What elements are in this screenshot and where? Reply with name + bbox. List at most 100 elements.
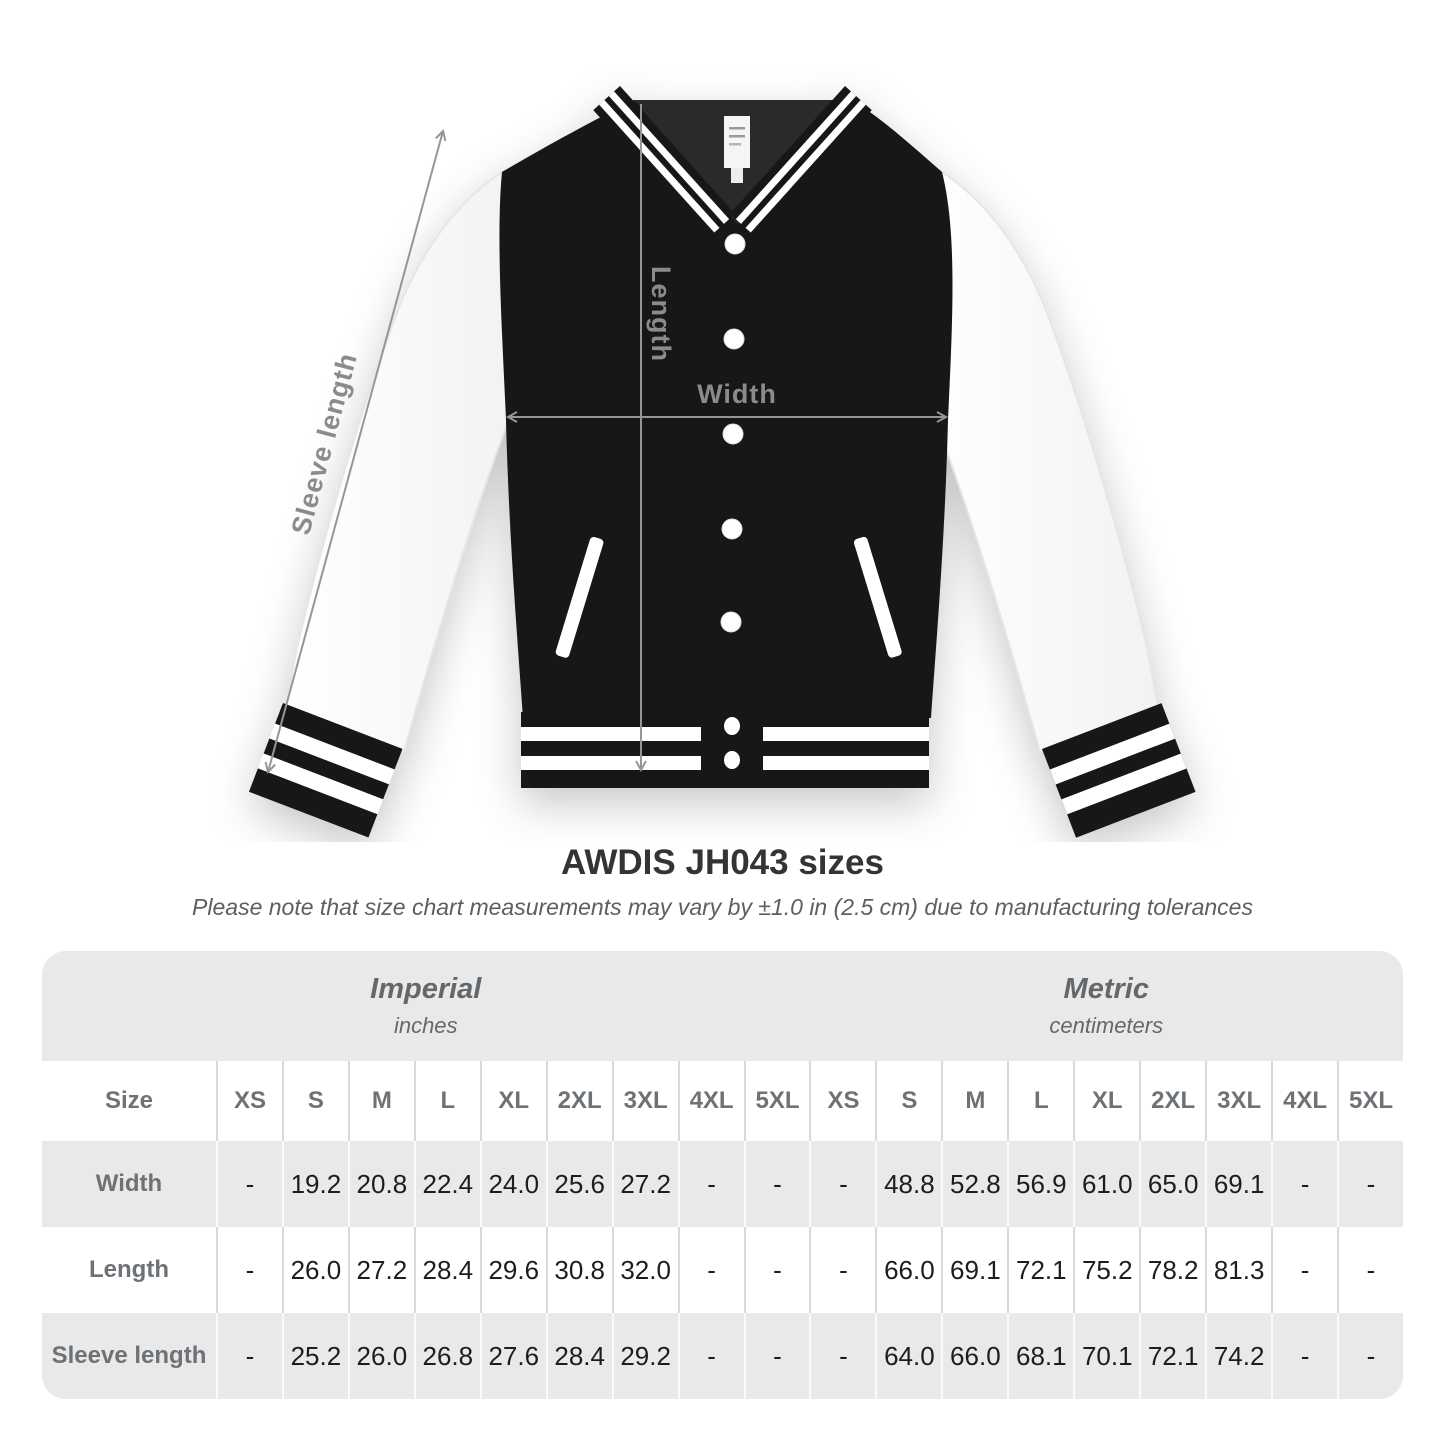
button [722,423,744,445]
size-value: 27.6 [479,1313,546,1399]
size-value: 70.1 [1073,1313,1139,1399]
size-value: - [677,1313,744,1399]
size-value: - [743,1227,810,1313]
row-label: Length [89,1256,169,1283]
size-value: 66.0 [875,1227,941,1313]
size-value: 25.6 [545,1141,612,1227]
size-value: - [1337,1227,1403,1313]
jacket-diagram: Sleeve length Length Width [248,85,1196,838]
size-value: 48.8 [875,1141,941,1227]
metric-section-header: Metric centimeters [810,951,1404,1061]
size-col-header: 3XL [1205,1061,1271,1141]
size-table: Imperial inches Metric centimeters Size … [42,951,1403,1399]
size-header: Size [104,1087,154,1114]
size-value: - [216,1313,282,1399]
unit-header-band: Imperial inches Metric centimeters [42,951,1403,1061]
right-cuff [1042,703,1196,838]
imperial-unit: inches [393,1013,458,1038]
size-col-header: 3XL [611,1061,678,1141]
size-col-header: L [1007,1061,1073,1141]
size-value: 25.2 [281,1313,348,1399]
size-col-header: 4XL [677,1061,744,1141]
size-value: 26.8 [413,1313,480,1399]
imperial-section-header: Imperial inches [42,951,810,1061]
size-col-header: L [413,1061,480,1141]
length-label: Length [646,266,676,362]
size-col-header: S [875,1061,941,1141]
size-value: 28.4 [413,1227,480,1313]
care-label [724,116,750,183]
collar [593,85,872,238]
row-label: Sleeve length [51,1342,207,1369]
metric-unit: centimeters [1049,1013,1164,1038]
size-value: 27.2 [347,1227,414,1313]
size-col-header: XS [216,1061,282,1141]
size-value: 69.1 [1205,1141,1271,1227]
hem-button [724,751,740,769]
size-value: - [677,1141,744,1227]
size-value: 30.8 [545,1227,612,1313]
size-value: 66.0 [941,1313,1007,1399]
size-value: 74.2 [1205,1313,1271,1399]
jacket [248,85,1196,838]
size-value: 26.0 [347,1313,414,1399]
size-value: 72.1 [1007,1227,1073,1313]
button [721,518,743,540]
size-value: 19.2 [281,1141,348,1227]
button [720,611,742,633]
size-value: 22.4 [413,1141,480,1227]
width-label: Width [697,379,777,409]
page-title: AWDIS JH043 sizes [561,843,884,882]
size-value: - [216,1141,282,1227]
metric-label: Metric [1063,973,1149,1005]
row-label: Width [95,1170,163,1197]
size-col-header: 5XL [743,1061,810,1141]
jacket-body [499,100,953,718]
front-buttons [720,233,746,633]
size-value: 81.3 [1205,1227,1271,1313]
size-value: - [677,1227,744,1313]
size-value: - [809,1313,875,1399]
sleeve-length-row: Sleeve length - 25.2 26.0 26.8 27.6 28.4… [42,1313,1403,1399]
size-value: 61.0 [1073,1141,1139,1227]
hem-button [724,717,740,735]
left-pocket [555,536,604,658]
right-pocket [853,536,902,658]
size-col-header: 4XL [1271,1061,1337,1141]
page-subtitle: Please note that size chart measurements… [192,894,1253,920]
button [724,233,746,255]
size-value: - [809,1227,875,1313]
size-value: - [1271,1227,1337,1313]
size-value: 29.2 [611,1313,678,1399]
size-value: 27.2 [611,1141,678,1227]
jacket-illustration: Sleeve length Length Width [248,85,1196,838]
size-value: 78.2 [1139,1227,1205,1313]
size-header-row: Size XS S M L XL 2XL 3XL 4XL 5XL XS S M … [42,1061,1403,1141]
size-col-header: XS [809,1061,875,1141]
size-col-header: 5XL [1337,1061,1403,1141]
size-col-header: M [347,1061,414,1141]
size-value: 68.1 [1007,1313,1073,1399]
size-value: - [1271,1141,1337,1227]
size-value: 26.0 [281,1227,348,1313]
size-col-header: S [281,1061,348,1141]
right-sleeve [921,168,1160,754]
size-value: 72.1 [1139,1313,1205,1399]
size-col-header: 2XL [1139,1061,1205,1141]
size-value: - [743,1141,810,1227]
size-value: 56.9 [1007,1141,1073,1227]
size-value: 69.1 [941,1227,1007,1313]
size-value: - [1337,1141,1403,1227]
size-value: 64.0 [875,1313,941,1399]
size-value: 28.4 [545,1313,612,1399]
size-value: - [216,1227,282,1313]
size-value: 52.8 [941,1141,1007,1227]
size-value: - [1337,1313,1403,1399]
size-col-header: 2XL [545,1061,612,1141]
size-value: 29.6 [479,1227,546,1313]
sleeve-length-arrow [264,129,447,774]
size-value: - [743,1313,810,1399]
imperial-label: Imperial [370,973,482,1005]
hem-band [521,690,929,788]
